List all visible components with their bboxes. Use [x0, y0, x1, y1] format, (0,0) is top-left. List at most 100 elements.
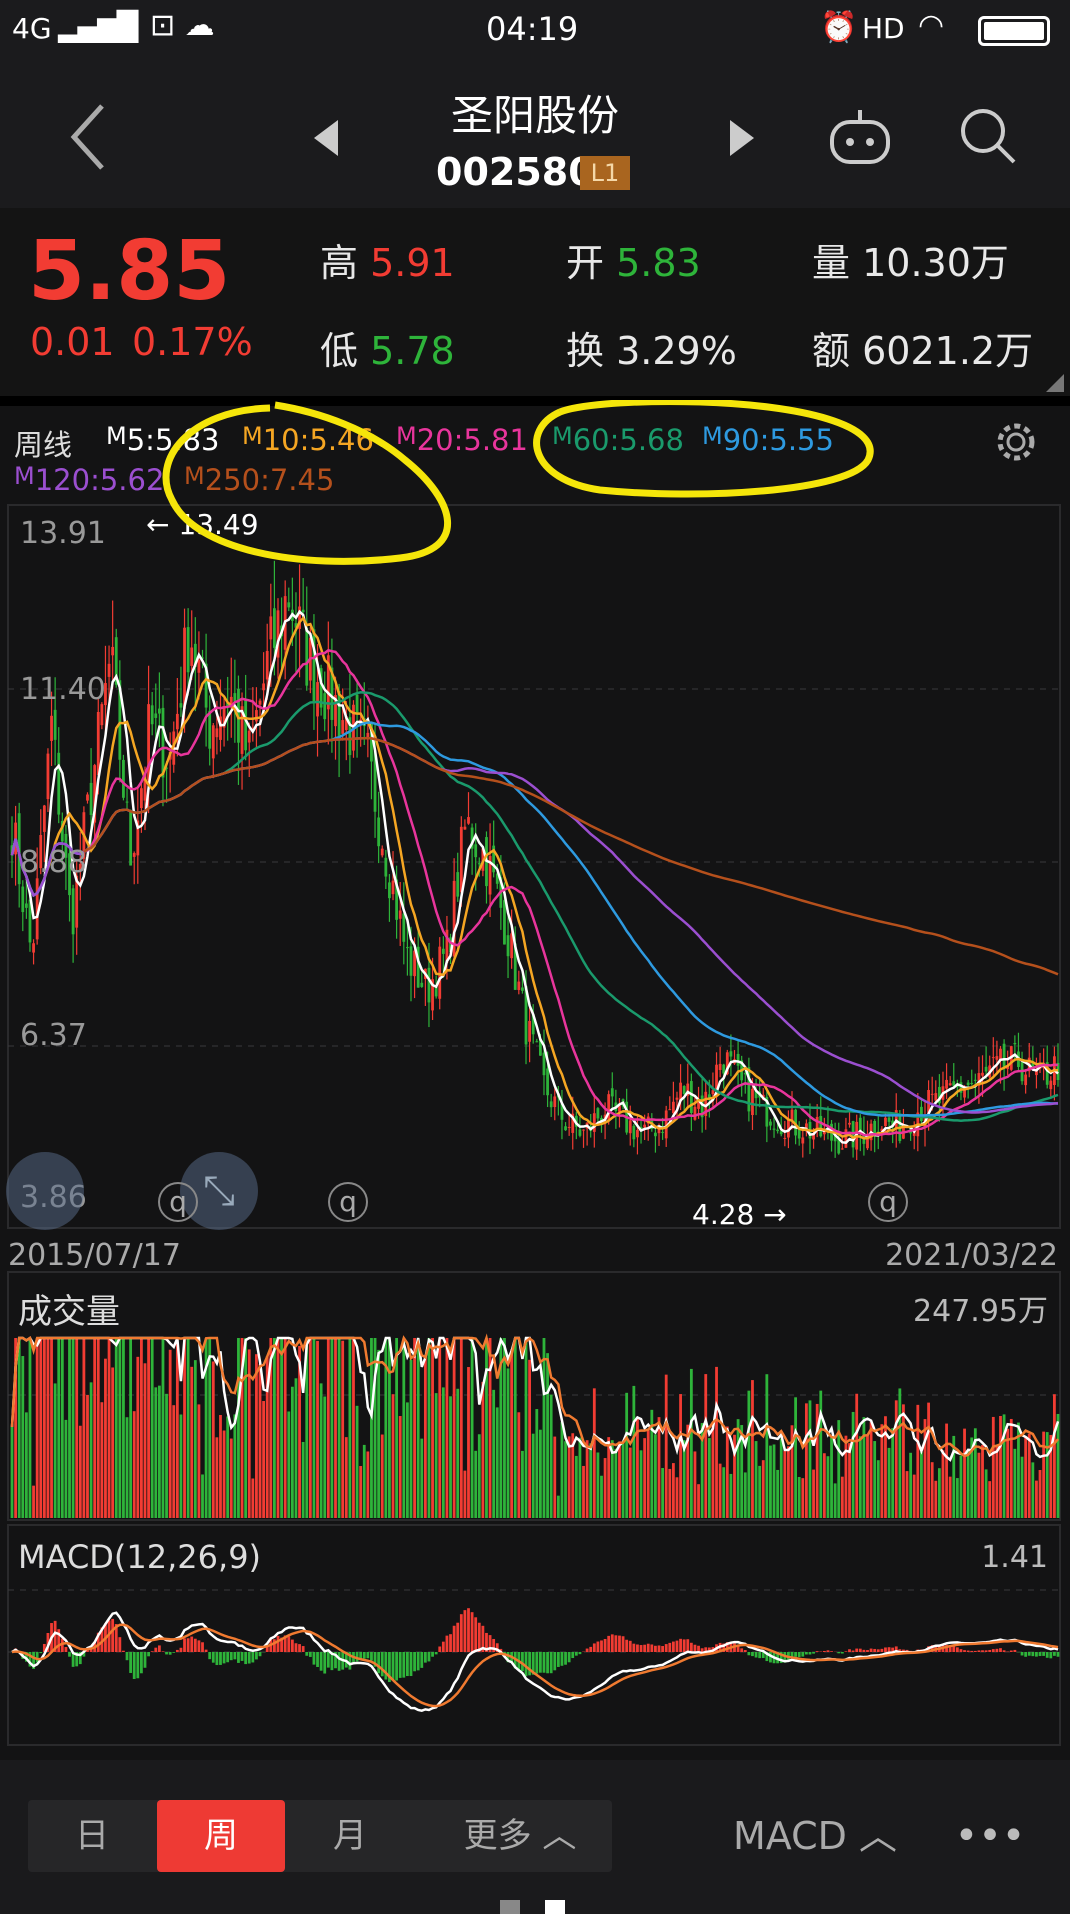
volume-bar — [837, 1420, 841, 1518]
tab-more[interactable]: 更多 ︿ — [463, 1816, 577, 1856]
volume-bar — [298, 1345, 301, 1518]
volume-bar — [280, 1338, 283, 1518]
tab-day[interactable]: 日 — [75, 1816, 109, 1856]
candle-body — [161, 707, 165, 778]
volume-bar — [546, 1353, 549, 1518]
candle-body — [999, 1048, 1002, 1061]
macd-histogram-bar — [884, 1647, 887, 1652]
volume-bar — [53, 1383, 57, 1518]
volume-bar — [833, 1483, 837, 1518]
macd-histogram-bar — [862, 1649, 866, 1652]
macd-histogram-bar — [140, 1652, 143, 1674]
candle-body — [312, 629, 316, 702]
back-icon[interactable] — [68, 102, 108, 172]
volume-bar — [722, 1467, 726, 1518]
macd-histogram-bar — [226, 1652, 230, 1663]
candle-body — [654, 1132, 657, 1137]
macd-histogram-bar — [812, 1652, 815, 1654]
settings-gear-icon[interactable] — [994, 420, 1038, 464]
candle-body — [528, 1020, 532, 1042]
volume-bar — [927, 1402, 930, 1518]
volume-bar — [68, 1338, 71, 1518]
candle-body — [89, 782, 93, 815]
candle-body — [294, 623, 298, 628]
candle-body — [391, 880, 395, 895]
macd-histogram-bar — [427, 1652, 431, 1662]
macd-histogram-bar — [150, 1651, 154, 1652]
macd-histogram-bar — [423, 1652, 427, 1663]
macd-histogram-bar — [628, 1640, 632, 1652]
macd-histogram-bar — [855, 1648, 859, 1652]
macd-histogram-bar — [963, 1650, 966, 1652]
macd-histogram-bar — [1049, 1652, 1053, 1659]
volume-bar — [359, 1466, 363, 1518]
event-marker-icon[interactable]: q — [868, 1182, 908, 1222]
collapse-button[interactable] — [6, 1152, 84, 1230]
candle-body — [571, 1113, 575, 1133]
macd-histogram-bar — [183, 1638, 186, 1652]
volume-bar — [96, 1338, 100, 1518]
volume-bar — [513, 1338, 517, 1518]
volume-max: 247.95万 — [913, 1294, 1048, 1329]
prev-stock-icon[interactable] — [312, 118, 340, 158]
volume-bar — [420, 1438, 424, 1518]
volume-bar — [348, 1338, 352, 1518]
macd-histogram-bar — [553, 1652, 557, 1671]
expand-corner-icon[interactable] — [1046, 374, 1064, 392]
candle-body — [600, 1117, 603, 1122]
candle-body — [884, 1117, 887, 1127]
last-price: 5.85 — [28, 224, 231, 319]
tab-week[interactable]: 周 — [157, 1800, 285, 1872]
macd-histogram-bar — [790, 1652, 794, 1657]
volume-bar — [395, 1338, 399, 1518]
volume-bar — [1031, 1462, 1035, 1518]
macd-histogram-bar — [405, 1652, 409, 1677]
candle-body — [255, 710, 258, 722]
volume-bar — [82, 1338, 86, 1518]
event-marker-icon[interactable]: q — [158, 1182, 198, 1222]
macd-histogram-bar — [697, 1645, 700, 1652]
next-stock-icon[interactable] — [728, 118, 756, 158]
candle-body — [459, 826, 463, 893]
search-icon[interactable] — [958, 106, 1018, 166]
candle-body — [186, 627, 190, 673]
candle-body — [1013, 1043, 1017, 1045]
robot-icon[interactable] — [828, 106, 892, 166]
volume-bar — [57, 1338, 61, 1518]
macd-histogram-bar — [111, 1618, 115, 1652]
candle-body — [815, 1116, 819, 1130]
macd-histogram-bar — [402, 1652, 406, 1678]
candle-body — [122, 759, 125, 798]
candle-body — [474, 844, 478, 858]
candle-body — [244, 699, 248, 751]
volume-bar — [104, 1358, 107, 1518]
macd-histogram-bar — [251, 1652, 255, 1663]
event-marker-icon[interactable]: q — [328, 1182, 368, 1222]
macd-histogram-bar — [826, 1650, 830, 1652]
macd-histogram-bar — [323, 1652, 327, 1674]
macd-histogram-bar — [32, 1652, 35, 1669]
volume-bar — [341, 1340, 345, 1518]
macd-histogram-bar — [783, 1652, 787, 1663]
chart-area[interactable] — [0, 500, 1070, 1750]
volume-bar — [337, 1338, 341, 1518]
macd-histogram-bar — [815, 1651, 819, 1652]
candle-body — [330, 667, 334, 720]
macd-histogram-bar — [966, 1650, 970, 1652]
macd-histogram-bar — [122, 1650, 125, 1652]
macd-histogram-bar — [686, 1639, 690, 1652]
candle-body — [388, 882, 391, 899]
macd-histogram-bar — [654, 1645, 657, 1652]
macd-histogram-bar — [398, 1652, 402, 1678]
volume-bar — [215, 1437, 219, 1518]
more-options-icon[interactable]: ••• — [954, 1813, 1026, 1859]
macd-histogram-bar — [506, 1652, 510, 1663]
volume-bar — [668, 1468, 672, 1518]
indicator-selector[interactable]: MACD ︿ — [732, 1814, 898, 1858]
candle-body — [725, 1052, 729, 1075]
macd-histogram-bar — [876, 1649, 880, 1652]
tab-month[interactable]: 月 — [333, 1816, 367, 1856]
macd-histogram-bar — [754, 1652, 758, 1658]
volume-bar — [790, 1425, 794, 1518]
candle-body — [700, 1095, 704, 1118]
